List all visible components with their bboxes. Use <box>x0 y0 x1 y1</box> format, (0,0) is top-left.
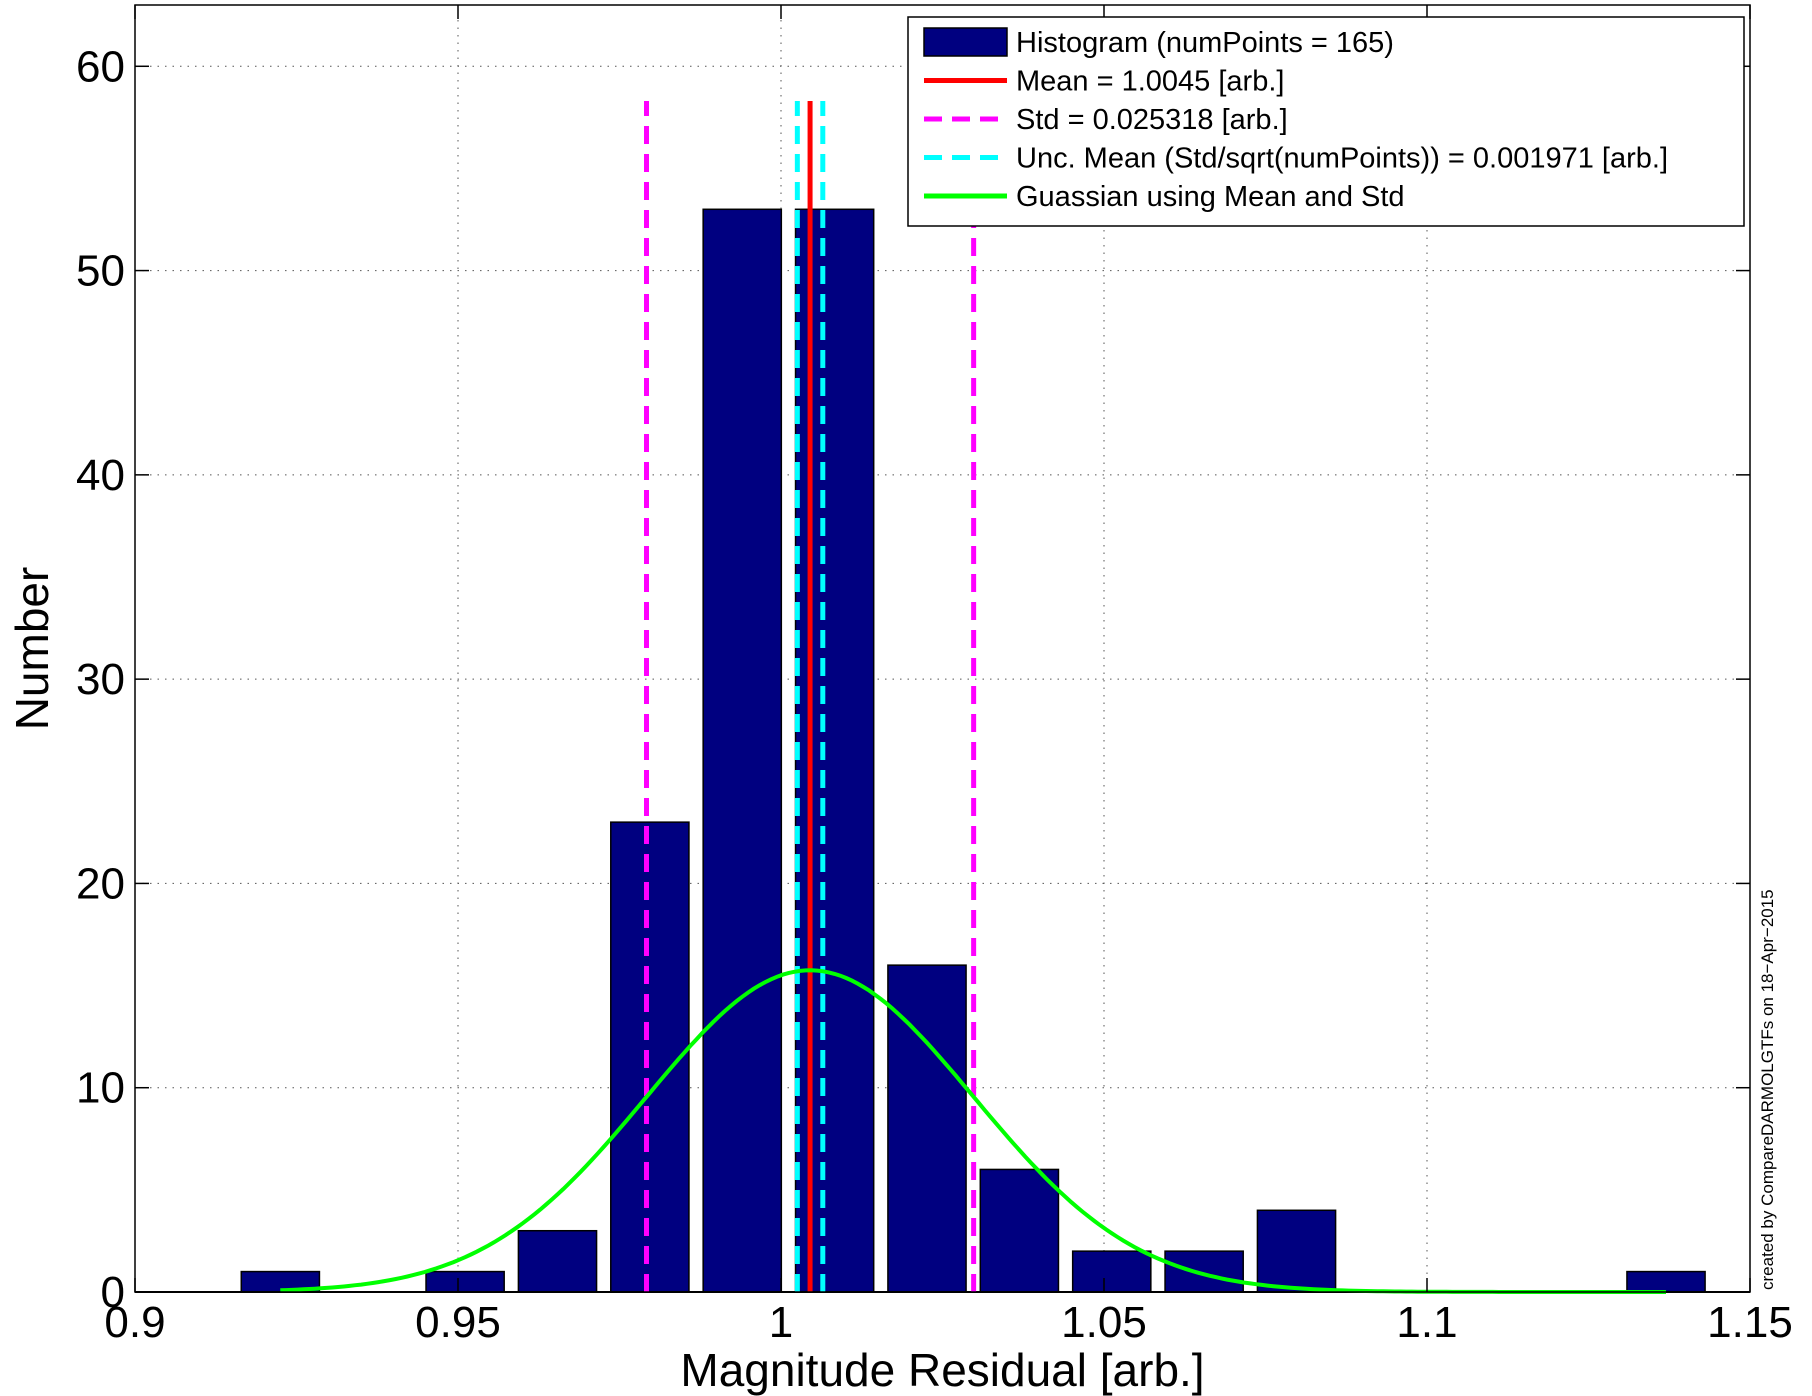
y-tick-label: 50 <box>76 247 125 296</box>
histogram-bar <box>1626 1270 1706 1293</box>
legend-label: Histogram (numPoints = 165) <box>1016 27 1394 59</box>
legend-label: Mean = 1.0045 [arb.] <box>1016 66 1284 98</box>
y-axis-label: Number <box>6 567 58 731</box>
legend-box <box>907 16 1745 227</box>
y-tick-label: 0 <box>101 1268 125 1317</box>
x-axis-label: Magnitude Residual [arb.] <box>680 1344 1204 1396</box>
creator-annotation: created by CompareDARMOLGTFs on 18−Apr−2… <box>1758 889 1777 1290</box>
x-tick-label: 1.15 <box>1707 1298 1793 1347</box>
x-tick-label: 1.05 <box>1061 1298 1147 1347</box>
histogram-bar <box>794 208 875 1293</box>
histogram-bar <box>702 208 783 1293</box>
histogram-bars <box>135 208 1750 1293</box>
y-tick-label: 40 <box>76 451 125 500</box>
x-tick-label: 1.1 <box>1396 1298 1457 1347</box>
x-tick-label: 0.95 <box>415 1298 501 1347</box>
legend: Histogram (numPoints = 165) Mean = 1.0045… <box>907 16 1745 227</box>
legend-label: Unc. Mean (Std/sqrt(numPoints)) = 0.0019… <box>1016 143 1668 175</box>
histogram-bar <box>1071 1250 1152 1293</box>
y-tick-label: 60 <box>76 42 125 91</box>
y-tick-label: 30 <box>76 655 125 704</box>
histogram-bar <box>610 821 690 1293</box>
histogram-bar <box>425 1270 505 1293</box>
x-tick-label: 0.9 <box>104 1298 165 1347</box>
y-tick-label: 10 <box>76 1064 125 1113</box>
histogram-bar <box>517 1229 598 1293</box>
axis-ticks: 0.9 0.95 1 1.05 1.1 1.15 0 10 20 30 40 50 60 <box>76 5 1793 1347</box>
histogram-bar <box>1256 1209 1337 1293</box>
histogram-bar <box>887 964 967 1293</box>
histogram-bar <box>979 1168 1060 1293</box>
legend-label: Guassian using Mean and Std <box>1016 181 1405 213</box>
plot-frame <box>134 4 1751 1293</box>
legend-swatch-histogram <box>923 27 1008 57</box>
legend-label: Std = 0.025318 [arb.] <box>1016 104 1288 136</box>
histogram-bar <box>1164 1250 1244 1293</box>
y-tick-label: 20 <box>76 859 125 908</box>
x-tick-label: 1 <box>769 1298 793 1347</box>
